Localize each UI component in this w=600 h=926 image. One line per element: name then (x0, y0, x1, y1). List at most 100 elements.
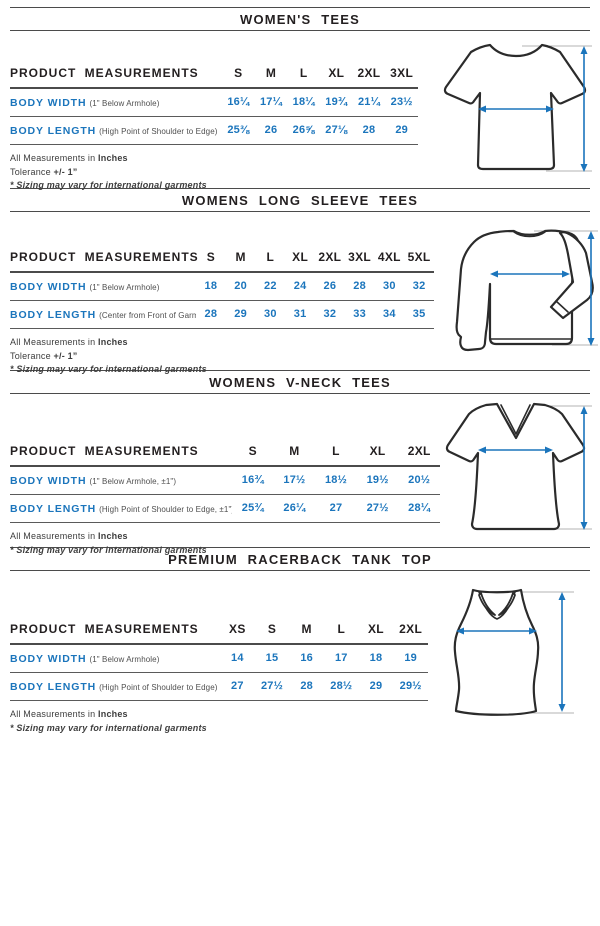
notes: All Measurements in Inches Tolerance +/- … (10, 336, 434, 377)
measurement-value: 28 (353, 280, 366, 292)
measurement-label: BODY WIDTH (10, 653, 87, 665)
size-column-header: S (234, 66, 243, 80)
table-area: PRODUCT MEASUREMENTS XS S M L XL 2XL BODY WIDT… (10, 571, 434, 735)
size-column-header: S (248, 444, 257, 458)
measurement-row: BODY WIDTH (1" Below Armhole) 18 20 22 24 26 28… (10, 272, 434, 301)
measurement-value: 18 (369, 652, 383, 664)
notes: All Measurements in Inches * Sizing may v… (10, 530, 434, 557)
measurement-value: 17¼ (259, 96, 282, 108)
measurement-label: BODY WIDTH (10, 475, 87, 487)
note-line: All Measurements in Inches (10, 336, 434, 350)
measurements-table: PRODUCT MEASUREMENTS S M L XL 2XL BODY WIDTH(… (10, 440, 440, 523)
measurement-row: BODY LENGTH (High Point of Shoulder to Ed… (10, 117, 418, 145)
measurement-value: 30 (383, 280, 396, 292)
note-text: +/- 1” (53, 350, 78, 361)
measurement-row: BODY WIDTH (1" Below Armhole, ±1") 16¾ 17½ 1… (10, 466, 440, 495)
note-text: Tolerance (10, 350, 54, 361)
measurement-label-cell: BODY LENGTH(Center from Front of Garment… (10, 301, 196, 329)
size-column-header: S (267, 622, 277, 636)
measurement-value: 23½ (390, 96, 413, 108)
measurement-value: 27½ (260, 680, 283, 692)
measurement-value: 26 (323, 280, 337, 292)
size-column-header: XS (229, 622, 246, 636)
measurement-value: 26⅝ (292, 124, 315, 136)
measurement-value: 21¼ (357, 96, 380, 108)
table-header-row: PRODUCT MEASUREMENTS S M L XL 2XL 3XL (10, 62, 418, 88)
measurement-label-cell: BODY LENGTH (High Point of Shoulder to Ed… (10, 117, 222, 145)
table-area: PRODUCT MEASUREMENTS S M L XL 2XL 3XL 4XL 5XL BO… (10, 212, 434, 374)
note-text: Tolerance (10, 166, 54, 177)
measurement-sublabel: (High Point of Shoulder to Edge) (99, 683, 218, 692)
racerback-tank-top-icon (453, 588, 574, 716)
table-area: PRODUCT MEASUREMENTS S M L XL 2XL BODY WIDTH(… (10, 394, 440, 555)
measurement-value: 29 (395, 124, 408, 136)
section-title-bar: WOMENS LONG SLEEVE TEES (10, 188, 590, 212)
size-chart-section: PREMIUM RACERBACK TANK TOP PRODUCT MEASU… (10, 547, 590, 735)
note-line: Tolerance +/- 1” (10, 166, 434, 180)
size-column-header: 2XL (318, 250, 342, 264)
size-column-header: L (299, 66, 308, 80)
section-title: PREMIUM RACERBACK TANK TOP (168, 551, 432, 567)
note-text: +/- 1” (53, 166, 78, 177)
measurement-row: BODY LENGTH (High Point of Shoulder to Ed… (10, 495, 440, 523)
table-header-row: PRODUCT MEASUREMENTS S M L XL 2XL 3XL 4XL 5XL (10, 246, 434, 272)
note-text: Inches (98, 709, 128, 719)
measurement-value: 19½ (366, 474, 389, 486)
table-header-label: PRODUCT MEASUREMENTS (10, 66, 199, 80)
size-column-header: M (265, 66, 277, 80)
size-column-header: M (289, 444, 300, 458)
note-text: All Measurements in (10, 709, 99, 719)
note-line: * Sizing may vary for international garm… (10, 363, 434, 377)
measurements-table: PRODUCT MEASUREMENTS S M L XL 2XL 3XL 4XL 5XL BO… (10, 246, 434, 329)
note-line: All Measurements in Inches (10, 708, 434, 722)
measurement-label: BODY LENGTH (10, 681, 97, 693)
measurement-value: 14 (231, 652, 244, 664)
measurement-sublabel: (High Point of Shoulder to Edge, ±1") (99, 505, 232, 514)
size-column-header: XL (367, 622, 384, 636)
size-chart-section: WOMENS V-NECK TEES PRODUCT MEASUREMENTS S… (10, 370, 592, 555)
measurement-label: BODY WIDTH (10, 281, 87, 293)
measurement-value: 32 (412, 280, 426, 292)
size-column-header: M (235, 250, 246, 264)
section-title-bar: PREMIUM RACERBACK TANK TOP (10, 547, 590, 571)
note-line: * Sizing may vary for international garm… (10, 722, 434, 736)
note-text: Inches (98, 531, 128, 541)
note-text: All Measurements in (10, 153, 99, 163)
measurement-value: 20 (234, 280, 247, 292)
size-column-header: L (266, 250, 275, 264)
measurement-value: 19 (404, 652, 417, 664)
measurement-row: BODY WIDTH (1" Below Armhole) 14 15 16 17 18 19 (10, 644, 428, 673)
measurement-row: BODY WIDTH (1" Below Armhole) 16¼ 17¼ 18¼ 19¾… (10, 88, 418, 117)
size-column-header: XL (369, 444, 386, 458)
note-text: * Sizing may vary for international garm… (10, 364, 207, 374)
measurement-sublabel: (1" Below Armhole) (89, 283, 160, 292)
size-column-header: 2XL (407, 444, 431, 458)
table-area: PRODUCT MEASUREMENTS S M L XL 2XL 3XL BODY WID… (10, 31, 434, 190)
measurement-value: 30 (264, 308, 277, 320)
size-chart-section: WOMENS LONG SLEEVE TEES PRODUCT MEASUREM… (10, 188, 598, 374)
measurement-row: BODY LENGTH (High Point of Shoulder to Ed… (10, 673, 428, 701)
note-line: All Measurements in Inches (10, 152, 434, 166)
section-content: PRODUCT MEASUREMENTS S M L XL 2XL BODY WIDTH(… (10, 394, 592, 555)
note-line: * Sizing may vary for international garm… (10, 179, 434, 193)
measurement-value: 26 (264, 124, 278, 136)
size-column-header: L (337, 622, 346, 636)
note-line: All Measurements in Inches (10, 530, 434, 544)
measurement-value: 33 (353, 308, 366, 320)
measurement-value: 19¾ (325, 96, 348, 108)
table-header-label: PRODUCT MEASUREMENTS (10, 622, 199, 636)
measurement-label: BODY LENGTH (10, 309, 97, 321)
garment-illustration (434, 31, 592, 188)
measurement-value: 24 (293, 280, 307, 292)
measurement-value: 20½ (408, 474, 431, 486)
measurement-value: 25¾ (241, 502, 264, 514)
measurement-value: 25⅜ (227, 124, 250, 136)
measurement-value: 16 (300, 652, 313, 664)
garment-illustration (434, 394, 592, 547)
size-column-header: 4XL (377, 250, 401, 264)
measurement-value: 16¼ (227, 96, 250, 108)
measurement-value: 35 (412, 308, 426, 320)
measurement-label-cell: BODY WIDTH (1" Below Armhole, ±1") (10, 466, 232, 495)
measurement-label-cell: BODY LENGTH (High Point of Shoulder to Ed… (10, 673, 220, 701)
